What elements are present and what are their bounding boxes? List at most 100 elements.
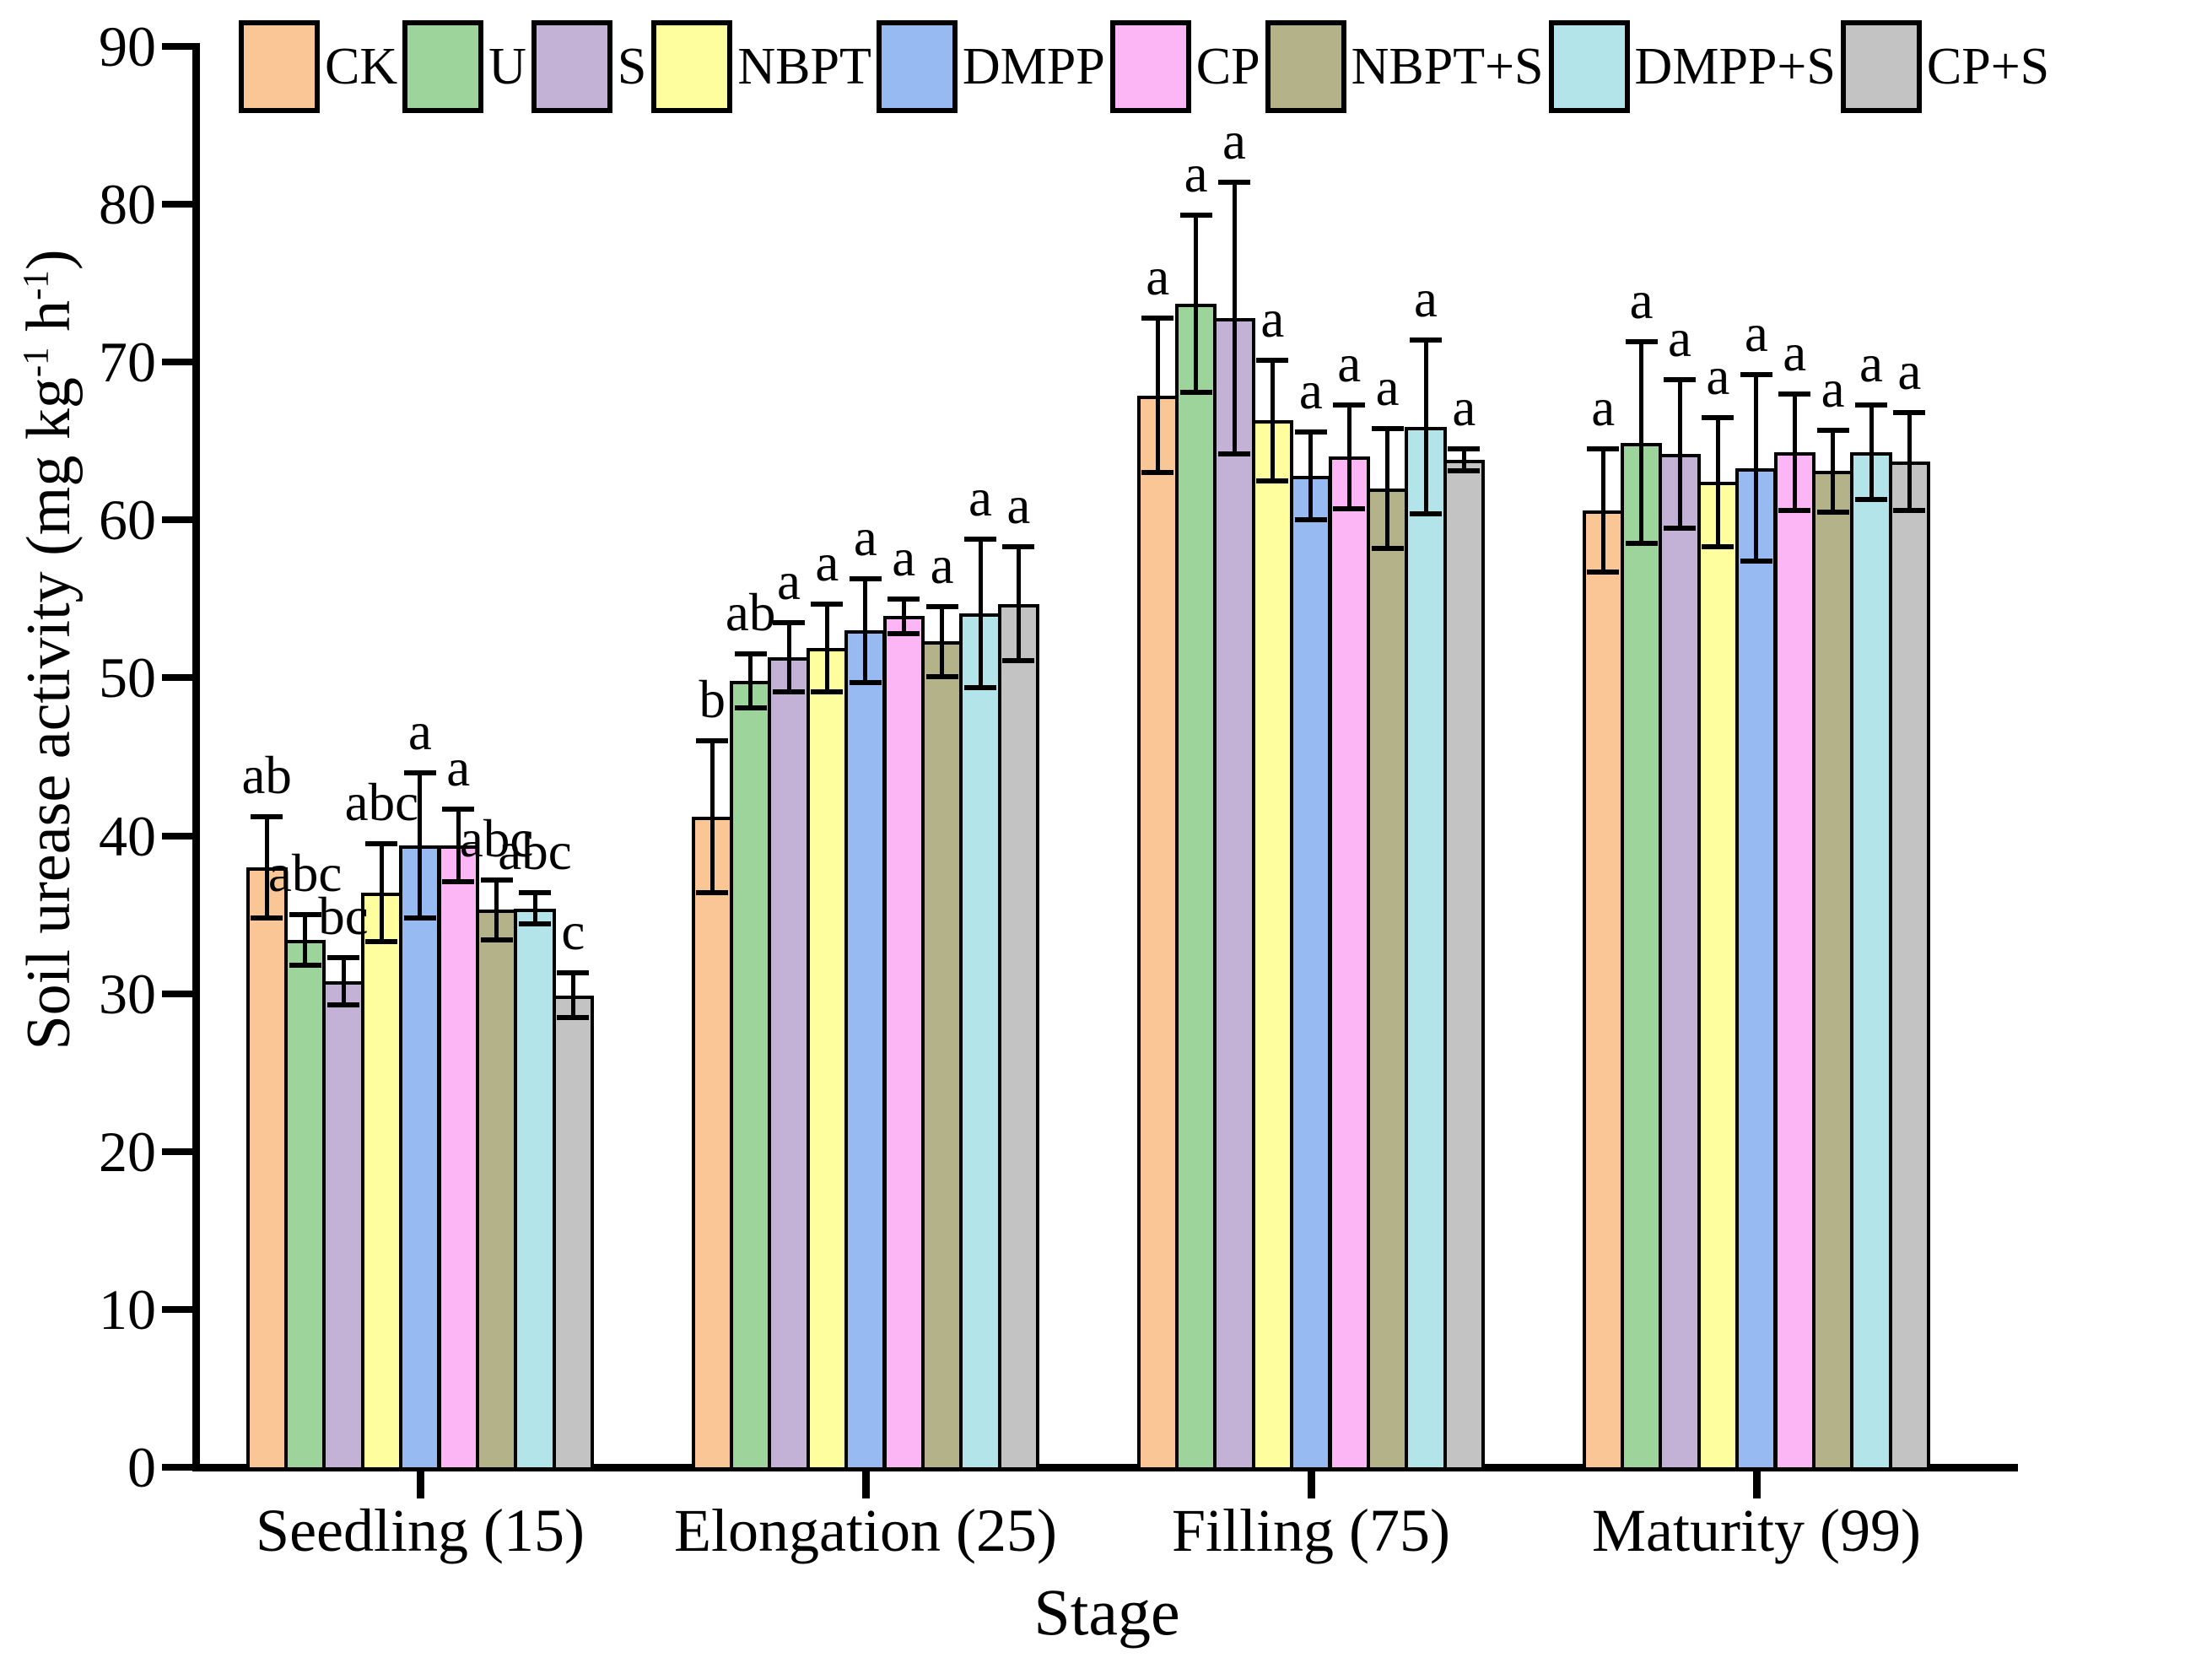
error-bar-cap-bottom <box>480 937 513 943</box>
significance-letter: a <box>1375 357 1400 417</box>
y-tick <box>162 832 192 840</box>
bar-CP <box>1328 456 1370 1471</box>
legend-swatch-icon <box>531 20 612 113</box>
legend-label: NBPT <box>737 38 871 95</box>
legend-item-U: U <box>402 20 526 113</box>
error-bar <box>1754 375 1759 561</box>
error-bar-cap-bottom <box>1448 468 1481 474</box>
significance-letter: a <box>1668 308 1691 368</box>
error-bar <box>1016 547 1021 661</box>
error-bar <box>1907 413 1912 511</box>
error-bar-cap-bottom <box>696 889 729 895</box>
error-bar <box>1715 417 1720 548</box>
error-bar-cap-bottom <box>1294 517 1327 523</box>
error-bar-cap-top <box>1179 213 1212 219</box>
error-bar <box>264 817 269 918</box>
error-bar <box>709 741 715 893</box>
significance-letter: abc <box>459 808 534 868</box>
error-bar-cap-bottom <box>1256 478 1289 483</box>
x-tick <box>1307 1471 1315 1498</box>
error-bar <box>1194 215 1199 392</box>
error-bar-cap-bottom <box>289 962 321 968</box>
bar-DMPP <box>1735 467 1778 1471</box>
error-bar-cap-bottom <box>519 921 551 927</box>
error-bar <box>786 622 791 693</box>
bar-DMPP <box>399 845 441 1471</box>
error-bar-cap-top <box>1333 402 1366 408</box>
significance-letter: a <box>968 467 992 527</box>
legend-item-CP: CP <box>1109 20 1260 113</box>
significance-letter: a <box>1452 378 1476 438</box>
y-tick-label: 20 <box>99 1119 156 1184</box>
error-bar <box>940 607 945 677</box>
bar-CP <box>1773 451 1815 1471</box>
error-bar-cap-bottom <box>1587 570 1620 575</box>
significance-letter: a <box>1821 359 1845 418</box>
bar-CP+S <box>1888 462 1931 1471</box>
legend-swatch-icon <box>651 20 733 113</box>
bar-NBPT <box>806 647 849 1471</box>
error-bar <box>570 973 575 1018</box>
error-bar-cap-top <box>289 912 321 918</box>
error-bar-cap-bottom <box>403 915 436 921</box>
significance-letter: a <box>1184 144 1208 204</box>
bar-U <box>1174 303 1217 1471</box>
error-bar-cap-top <box>1141 315 1174 321</box>
bar-NBPT <box>1251 420 1294 1471</box>
significance-letter: a <box>930 536 954 596</box>
error-bar-cap-top <box>1410 337 1442 343</box>
significance-letter: abc <box>344 772 419 832</box>
error-bar-cap-top <box>925 604 958 610</box>
legend-item-CK: CK <box>239 20 397 113</box>
error-bar-cap-bottom <box>925 673 958 679</box>
error-bar <box>303 915 308 965</box>
significance-letter: a <box>777 551 801 611</box>
error-bar-cap-top <box>1294 429 1327 435</box>
error-bar-cap-top <box>1893 410 1926 416</box>
significance-letter: a <box>1260 289 1285 349</box>
significance-letter: c <box>561 902 585 962</box>
error-bar <box>1677 379 1682 528</box>
bar-CP <box>882 616 925 1471</box>
legend-item-CP+S: CP+S <box>1840 20 2049 113</box>
bar-S <box>1213 317 1255 1471</box>
bar-CP+S <box>997 603 1040 1471</box>
error-bar-cap-bottom <box>1333 506 1366 512</box>
significance-letter: a <box>1006 476 1031 536</box>
error-bar <box>379 843 384 942</box>
significance-letter: a <box>1414 269 1438 329</box>
x-tick <box>416 1471 424 1498</box>
bar-CP+S <box>552 995 595 1471</box>
error-bar-cap-bottom <box>1625 541 1658 547</box>
error-bar <box>978 538 983 688</box>
bar-U <box>1620 442 1663 1471</box>
significance-letter: abc <box>267 844 343 904</box>
x-category-label: Elongation (25) <box>674 1497 1057 1564</box>
error-bar-cap-bottom <box>557 1014 590 1020</box>
bar-DMPP+S <box>959 613 1001 1471</box>
error-bar-cap-top <box>734 651 767 657</box>
significance-letter: a <box>407 701 432 761</box>
bar-CK <box>245 867 288 1471</box>
bar-S <box>322 980 364 1471</box>
x-tick <box>1752 1471 1761 1498</box>
legend-label: DMPP <box>962 38 1105 95</box>
error-bar <box>1232 181 1237 454</box>
error-bar-cap-top <box>365 840 398 846</box>
y-tick-label: 60 <box>99 488 156 553</box>
error-bar-cap-bottom <box>1371 546 1404 551</box>
x-axis-label: Stage <box>1033 1575 1180 1649</box>
error-bar-cap-top <box>480 877 513 883</box>
legend-swatch-icon <box>1548 20 1630 113</box>
significance-letter: a <box>1337 333 1362 393</box>
y-tick <box>162 990 192 997</box>
x-tick <box>861 1471 870 1498</box>
bar-DMPP <box>844 630 887 1471</box>
significance-letter: a <box>1859 333 1883 393</box>
error-bar <box>1270 360 1275 481</box>
error-bar-cap-bottom <box>887 631 920 637</box>
significance-letter: a <box>1222 111 1246 170</box>
bar-DMPP+S <box>514 908 556 1471</box>
significance-letter: a <box>1629 270 1654 330</box>
